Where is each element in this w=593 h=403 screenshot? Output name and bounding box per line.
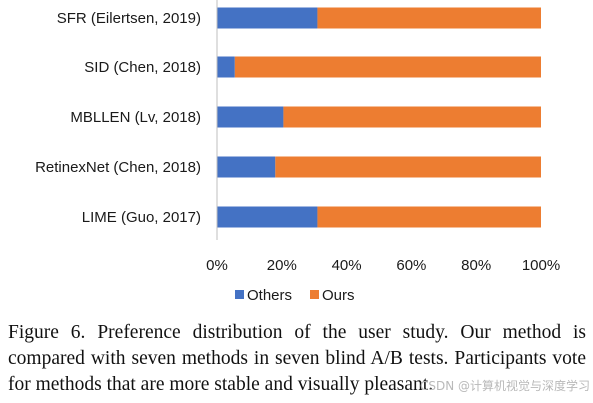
- x-tick-labels: 0% 20% 40% 60% 80% 100%: [206, 257, 560, 274]
- bar-ours-4: [317, 206, 541, 228]
- category-label: LIME (Guo, 2017): [82, 209, 201, 226]
- bar-others-3: [217, 156, 276, 178]
- bar-ours-1: [234, 56, 541, 78]
- category-label: SID (Chen, 2018): [84, 59, 201, 76]
- x-tick-label: 80%: [461, 257, 491, 274]
- category-label: MBLLEN (Lv, 2018): [70, 109, 201, 126]
- bars-layer: [217, 7, 541, 228]
- legend-swatch-others: [235, 290, 244, 299]
- x-tick-label: 60%: [396, 257, 426, 274]
- stacked-bar-chart: SFR (Eilertsen, 2019) SID (Chen, 2018) MBL…: [35, 0, 560, 304]
- bar-others-2: [217, 106, 284, 128]
- bar-ours-2: [283, 106, 541, 128]
- legend: Others Ours: [235, 287, 355, 304]
- legend-swatch-ours: [310, 290, 319, 299]
- x-tick-label: 20%: [267, 257, 297, 274]
- bar-others-1: [217, 56, 235, 78]
- category-labels: SFR (Eilertsen, 2019) SID (Chen, 2018) MBL…: [35, 10, 201, 226]
- figure-caption: Figure 6. Preference distribution of the…: [8, 322, 586, 395]
- bar-ours-0: [317, 7, 541, 29]
- bar-others-0: [217, 7, 318, 29]
- x-tick-label: 0%: [206, 257, 228, 274]
- watermark-text: CSDN @计算机视觉与深度学习: [420, 379, 591, 393]
- bar-ours-3: [275, 156, 541, 178]
- legend-label-ours: Ours: [322, 287, 355, 304]
- legend-label-others: Others: [247, 287, 292, 304]
- category-label: SFR (Eilertsen, 2019): [57, 10, 201, 27]
- x-tick-label: 100%: [522, 257, 560, 274]
- category-label: RetinexNet (Chen, 2018): [35, 159, 201, 176]
- bar-others-4: [217, 206, 318, 228]
- x-tick-label: 40%: [332, 257, 362, 274]
